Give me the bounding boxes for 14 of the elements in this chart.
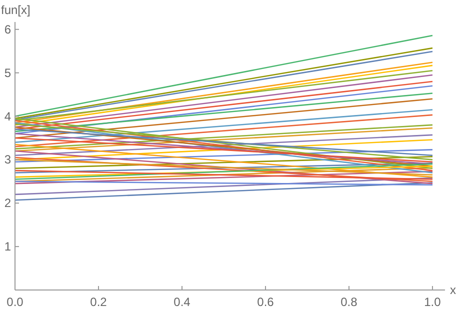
- y-tick-label: 2: [4, 196, 12, 210]
- y-tick-label: 1: [4, 240, 12, 254]
- x-tick-label: 0.6: [257, 295, 274, 309]
- x-tick-label: 1.0: [424, 295, 442, 309]
- x-tick-label: 0.4: [174, 295, 191, 309]
- x-axis-title: x: [450, 283, 456, 297]
- y-axis-title: fun[x]: [1, 3, 30, 17]
- x-tick-label: 0.8: [340, 295, 358, 309]
- y-tick-label: 5: [4, 66, 12, 80]
- y-tick-label: 6: [4, 22, 12, 36]
- y-tick-label: 3: [4, 152, 12, 167]
- x-tick-label: 0.2: [90, 295, 108, 309]
- y-tick-label: 4: [4, 109, 12, 124]
- x-tick-label: 0.0: [6, 295, 24, 309]
